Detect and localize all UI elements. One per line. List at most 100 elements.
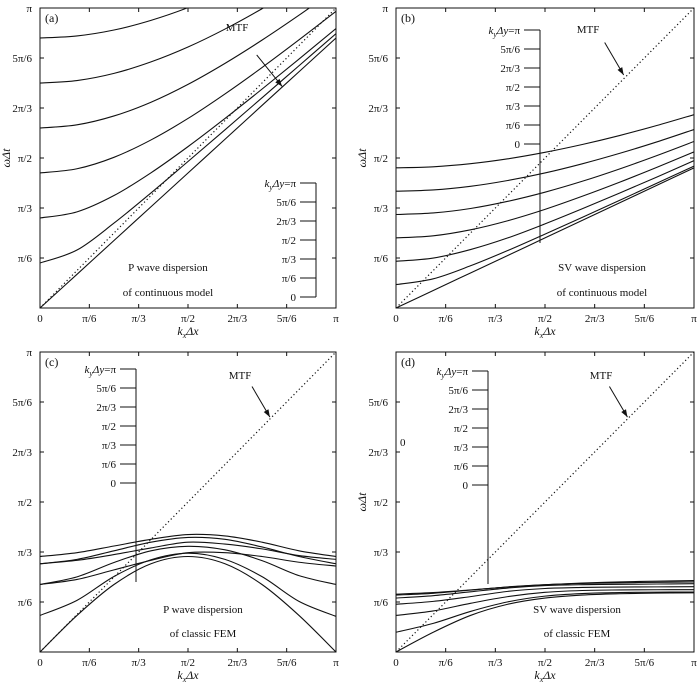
panel-b-xtick-label: π/6: [439, 313, 454, 325]
panel-b-xtick-label: 2π/3: [585, 313, 605, 325]
panel-d-xtick-label: 0: [393, 657, 399, 669]
panel-c-series-5: [40, 541, 336, 565]
panel-a-series-5: [40, 8, 265, 84]
panel-a-ytick-label: π/3: [18, 203, 33, 215]
panel-c-xlabel: kxΔx: [177, 668, 199, 684]
panel-a-xtick-label: π: [333, 313, 339, 325]
panel-c-mtf-label: MTF: [229, 370, 252, 382]
panel-a-curves: [40, 8, 336, 308]
panel-d-xtick-label: 2π/3: [585, 657, 605, 669]
panel-b-mtf-arrowhead: [617, 67, 624, 75]
panel-d-legend-entry: π/3: [454, 442, 469, 454]
panel-d-xtick-label: π/2: [538, 657, 552, 669]
panel-d-subtitle: of classic FEM: [544, 628, 611, 640]
panel-b-title: SV wave dispersion: [558, 262, 646, 274]
panel-a-series-1: [40, 33, 336, 264]
panel-a-xtick-label: 5π/6: [277, 313, 297, 325]
panel-a-subtitle: of continuous model: [123, 287, 213, 299]
panel-a-legend-entry: π/2: [282, 235, 296, 247]
panel-b-series-5: [396, 128, 694, 192]
panel-a-ytick-label: π/6: [18, 253, 33, 265]
panel-d-legend-entry: 2π/3: [448, 404, 468, 416]
panel-d-ytick-label: π/6: [374, 597, 389, 609]
panel-b-ytick-label: π/3: [374, 203, 389, 215]
panel-b-subtitle: of continuous model: [557, 287, 647, 299]
panel-d-xtick-label: π/3: [488, 657, 503, 669]
panel-a-series-0: [40, 37, 336, 308]
panel-d-legend-entry: π/2: [454, 423, 468, 435]
panel-d-ytick-label: π/2: [374, 497, 388, 509]
panel-a-title: P wave dispersion: [128, 262, 208, 274]
panel-c-ytick-label: 5π/6: [12, 397, 32, 409]
panel-d-series-4: [396, 583, 694, 599]
panel-d-mtf-arrowhead: [621, 409, 628, 418]
panel-c-series-6: [40, 551, 336, 586]
panel-c-legend-entry: π/2: [102, 421, 116, 433]
panel-a-xtick-label: π/2: [181, 313, 195, 325]
panel-d: 0 π/6 π/3 π/2 2π/3 5π/6 π π/6 π/3 π/2 2π/3 5π/6 kxΔx…: [355, 351, 697, 684]
panel-c-series-0: [40, 555, 336, 652]
panel-a-series-2: [40, 28, 336, 219]
panel-d-legend-entry: π/6: [454, 461, 469, 473]
panel-a-xtick-label: π/6: [82, 313, 97, 325]
panel-b-legend-entry: π/2: [506, 82, 520, 94]
panel-c-legend-entry: π/6: [102, 459, 117, 471]
panel-b-ytick-label: 5π/6: [368, 53, 388, 65]
panel-b-ytick-label: π: [382, 3, 388, 15]
panel-a-xlabel: kxΔx: [177, 324, 199, 340]
panel-a: 0 π/6 π/3 π/2 2π/3 5π/6 π π/6 π/3 π/2 2π/3 5π/6 π kxΔ…: [0, 3, 339, 340]
panel-b-xtick-label: 5π/6: [635, 313, 655, 325]
panel-a-xtick-label: 0: [37, 313, 43, 325]
panel-c-legend-entry: 2π/3: [96, 402, 116, 414]
panel-a-legend-entry: π/3: [282, 254, 297, 266]
panel-a-mtf-arrowhead: [275, 78, 283, 87]
panel-a-legend-entry: 2π/3: [276, 216, 296, 228]
panel-a-legend-entry: 5π/6: [276, 197, 296, 209]
panel-b-ytick-label: π/2: [374, 153, 388, 165]
panel-b-ytick-label: 2π/3: [368, 103, 388, 115]
panel-d-extra-text: 0: [400, 437, 406, 449]
panel-c-subtitle: of classic FEM: [170, 628, 237, 640]
panel-d-title: SV wave dispersion: [533, 604, 621, 616]
panel-a-xtick-label: 2π/3: [228, 313, 248, 325]
panel-c-ytick-label: π: [26, 347, 32, 359]
panel-a-mtf-label: MTF: [226, 22, 249, 34]
panel-d-ylabel: ωΔt: [355, 492, 369, 512]
panel-c-xtick-label: π/2: [181, 657, 195, 669]
panel-a-xtick-label: π/3: [132, 313, 147, 325]
panel-c-title: P wave dispersion: [163, 604, 243, 616]
panel-c-legend-entry: kyΔy=π: [84, 364, 116, 378]
panel-d-mtf-label: MTF: [590, 370, 613, 382]
panel-a-ytick-label: 5π/6: [12, 53, 32, 65]
panel-b-xlabel: kxΔx: [534, 324, 556, 340]
panel-c-ytick-label: π/6: [18, 597, 33, 609]
panel-a-ytick-label: π/2: [18, 153, 32, 165]
panel-b-legend-entry: kyΔy=π: [488, 25, 520, 39]
panel-a-ylabel: ωΔt: [0, 148, 13, 168]
panel-b-xtick-label: 0: [393, 313, 399, 325]
panel-c-legend-entry: 0: [111, 478, 117, 490]
panel-a-letter: (a): [45, 11, 58, 25]
panel-d-curves: [396, 580, 694, 652]
panel-d-xtick-label: π/6: [439, 657, 454, 669]
panel-c-mtf-arrowhead: [263, 409, 270, 418]
panel-b-legend-entry: 5π/6: [500, 44, 520, 56]
panel-c-series-4: [40, 533, 336, 558]
panel-d-letter: (d): [401, 355, 415, 369]
panel-b-series-4: [396, 140, 694, 216]
panel-a-series-4: [40, 8, 311, 129]
panel-c-legend-entry: π/3: [102, 440, 117, 452]
panel-b-series-2: [396, 160, 694, 262]
panel-a-legend-entry: π/6: [282, 273, 297, 285]
panel-c-ytick-label: π/3: [18, 547, 33, 559]
panel-b-ytick-label: π/6: [374, 253, 389, 265]
panel-d-xtick-label: π: [691, 657, 697, 669]
panel-d-series-6: [396, 580, 694, 595]
panel-d-series-2: [396, 589, 694, 616]
panel-b-legend-entry: 2π/3: [500, 63, 520, 75]
panel-d-ytick-label: 2π/3: [368, 447, 388, 459]
panel-b-xtick-label: π: [691, 313, 697, 325]
panel-d-legend-entry: 5π/6: [448, 385, 468, 397]
panel-b-xtick-label: π/3: [488, 313, 503, 325]
